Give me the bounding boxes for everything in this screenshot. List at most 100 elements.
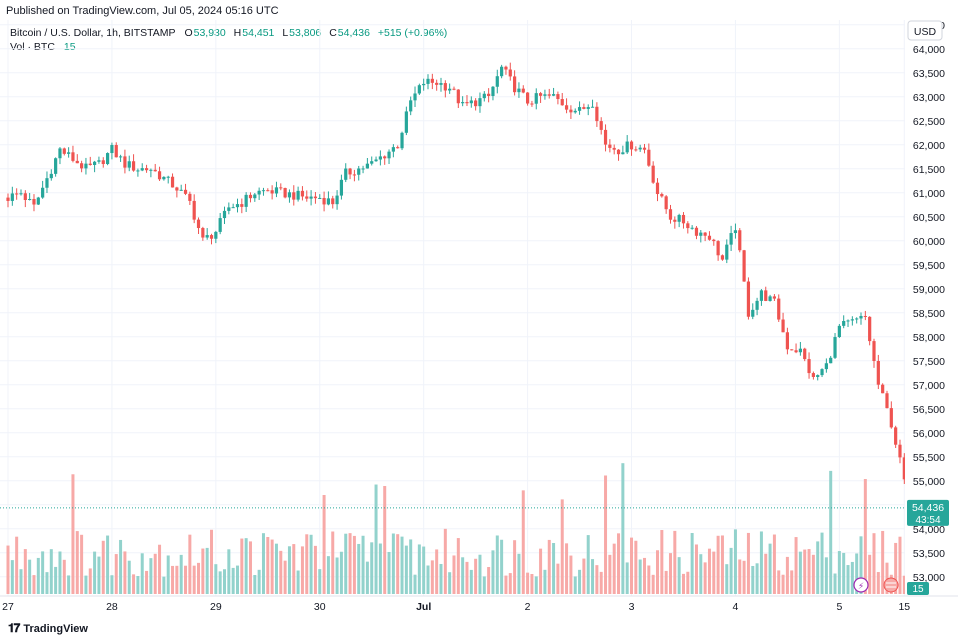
volume-bar <box>248 541 252 594</box>
symbol-title[interactable]: Bitcoin / U.S. Dollar, 1h, BITSTAMP <box>10 27 176 39</box>
candle-body <box>603 129 608 145</box>
volume-bar <box>400 536 404 594</box>
volume-bar <box>703 562 707 594</box>
x-tick-label: 30 <box>314 601 326 613</box>
volume-bar <box>357 543 361 594</box>
candle-body <box>270 190 274 194</box>
candle-body <box>530 103 534 105</box>
x-tick-label: 3 <box>629 601 635 613</box>
volume-bar <box>283 560 287 594</box>
candle-body <box>673 219 677 222</box>
volume-bar <box>391 533 395 594</box>
candle-body <box>456 89 460 104</box>
volume-bar <box>335 557 339 594</box>
published-note: Published on TradingView.com, Jul 05, 20… <box>6 5 279 17</box>
volume-bar <box>10 560 14 594</box>
candle-body <box>41 187 45 198</box>
candle-body <box>201 228 205 238</box>
candle-body <box>15 193 19 195</box>
candle-body <box>374 159 378 162</box>
candle-body <box>54 158 58 174</box>
candle-body <box>127 161 131 168</box>
volume-bar <box>686 571 690 594</box>
candle-body <box>616 149 621 155</box>
volume-bar <box>417 544 421 594</box>
volume-bar <box>677 557 681 594</box>
candle-body <box>668 209 673 220</box>
x-tick-label: 4 <box>733 601 739 613</box>
y-tick-label: 60,000 <box>913 236 945 248</box>
candle-body <box>131 161 136 171</box>
volume-bar <box>443 528 447 594</box>
candle-body <box>32 198 36 205</box>
candle-body <box>491 86 495 96</box>
candle-body <box>894 427 898 445</box>
candle-body <box>872 341 876 361</box>
tradingview-footer[interactable]: 𝟏𝟕 TradingView <box>8 621 88 636</box>
candle-body <box>768 296 772 301</box>
candle-body <box>287 192 292 198</box>
candle-body <box>461 102 465 104</box>
candle-body <box>547 94 551 96</box>
volume-bar <box>902 575 906 594</box>
volume-bar <box>876 572 880 594</box>
candle-body <box>850 319 854 321</box>
candle-body <box>326 198 331 205</box>
volume-label[interactable]: Vol · BTC <box>10 41 55 53</box>
volume-bar <box>807 549 811 594</box>
candle-body <box>36 197 40 205</box>
y-tick-label: 57,000 <box>913 380 945 392</box>
tradingview-logo-icon: 𝟏𝟕 <box>8 621 20 635</box>
candle-body <box>149 169 153 171</box>
volume-bar <box>521 490 525 594</box>
candle-body <box>105 153 110 165</box>
volume-bar <box>318 569 322 594</box>
candle-body <box>183 189 188 194</box>
volume-bar <box>673 530 677 594</box>
candle-body <box>331 198 335 205</box>
volume-bar <box>837 551 841 594</box>
volume-bar <box>863 479 867 594</box>
candle-body <box>612 147 616 150</box>
candle-body <box>283 187 287 198</box>
volume-bar <box>162 576 166 594</box>
last-price-badge <box>907 499 949 526</box>
candle-body <box>504 66 508 70</box>
candle-body <box>305 196 309 199</box>
candle-body <box>677 214 681 222</box>
candle-body <box>352 174 356 176</box>
candle-body <box>621 152 625 155</box>
candle-body <box>387 151 391 159</box>
candle-body <box>495 76 499 87</box>
x-tick-label: 5 <box>836 601 842 613</box>
candle-body <box>902 457 906 480</box>
candle-body <box>409 100 413 112</box>
candle-body <box>824 363 828 370</box>
volume-bar <box>599 571 603 594</box>
candle-body <box>500 66 504 77</box>
candle-body <box>703 232 707 236</box>
volume-bar <box>158 544 162 594</box>
volume-bar <box>694 544 698 594</box>
volume-bar <box>530 574 534 594</box>
volume-bar <box>517 553 521 594</box>
x-tick-label: 28 <box>106 601 118 613</box>
volume-bar <box>110 575 114 594</box>
candle-body <box>383 156 387 159</box>
candle-body <box>859 315 863 319</box>
candle-body <box>521 88 525 93</box>
volume-bar <box>287 546 291 594</box>
candle-body <box>842 321 846 326</box>
candle-body <box>322 197 326 205</box>
candle-body <box>19 193 23 195</box>
volume-bar <box>712 551 716 594</box>
candle-body <box>582 107 586 109</box>
volume-bar <box>62 559 66 594</box>
volume-bar <box>184 565 188 594</box>
candle-body <box>794 350 798 353</box>
volume-bar <box>868 554 872 594</box>
candle-body <box>123 156 127 168</box>
candle-body <box>863 315 867 317</box>
candle-body <box>885 393 889 409</box>
